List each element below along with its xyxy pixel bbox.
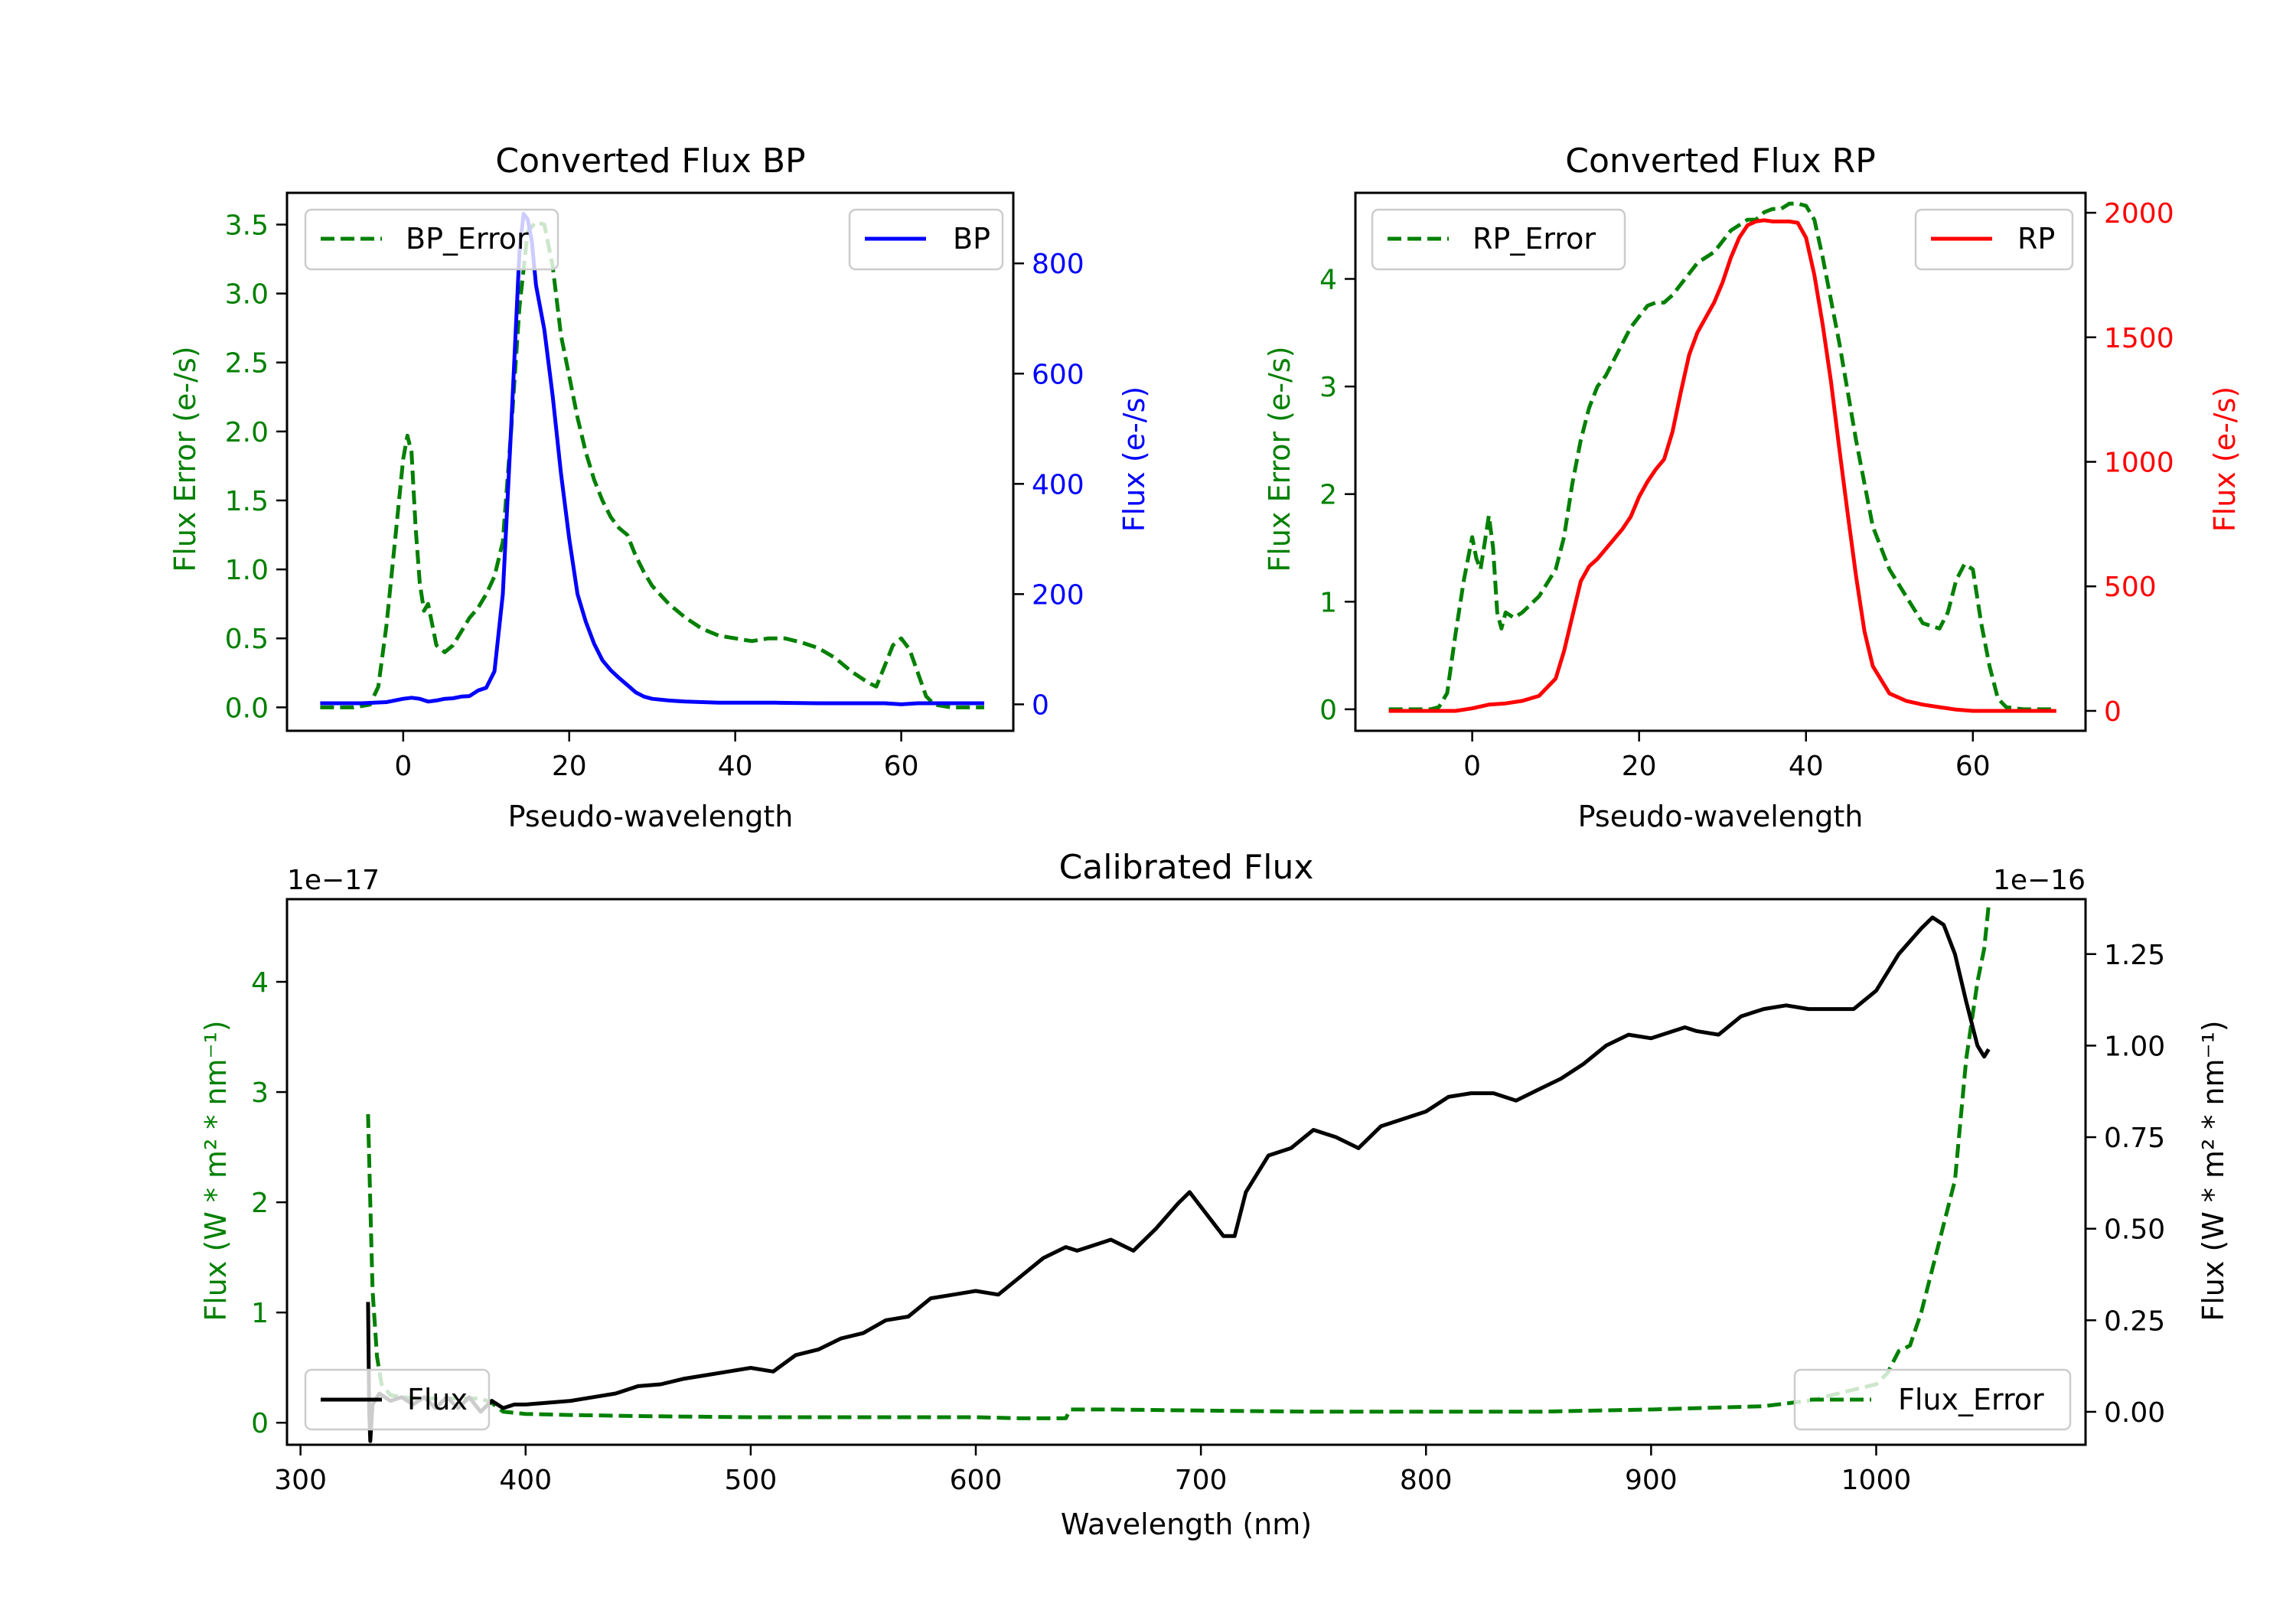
bp-legend-flux-label: BP xyxy=(953,222,990,256)
y-left-tick-label: 3.5 xyxy=(225,210,269,241)
y-right-tick-label: 0.00 xyxy=(2104,1397,2165,1429)
y-left-tick-label: 2.5 xyxy=(225,348,269,380)
bp-title: Converted Flux BP xyxy=(495,142,805,181)
rp-legend-flux-label: RP xyxy=(2017,222,2055,256)
y-left-tick-label: 3 xyxy=(251,1077,269,1109)
bp-series-bp-error xyxy=(320,220,984,709)
rp-series-rp-error xyxy=(1388,201,2056,712)
x-tick-label: 60 xyxy=(884,751,919,782)
bp-lines xyxy=(320,211,984,709)
calibrated-ylabel-right: Flux (W * m² * nm⁻¹) xyxy=(2197,1020,2230,1321)
x-tick-label: 500 xyxy=(725,1465,778,1496)
x-tick-label: 400 xyxy=(499,1465,552,1496)
y-left-tick-label: 4 xyxy=(1319,264,1337,295)
rp-series-rp xyxy=(1388,218,2056,713)
rp-axes-frame xyxy=(1354,191,2087,732)
x-tick-label: 20 xyxy=(552,751,587,782)
calibrated-axes-frame xyxy=(285,898,2087,1446)
x-tick-label: 40 xyxy=(1789,751,1824,782)
calibrated-ylabel-left: Flux (W * m² * nm⁻¹) xyxy=(199,1020,233,1321)
x-tick-label: 1000 xyxy=(1841,1465,1912,1496)
calibrated-offset-left: 1e−17 xyxy=(287,865,380,896)
calibrated-legend-flux-box xyxy=(304,1368,491,1431)
rp-legend-error-box xyxy=(1371,208,1626,271)
y-right-tick-label: 800 xyxy=(1032,249,1084,280)
x-tick-label: 60 xyxy=(1955,751,1991,782)
calibrated-legend-flux-label: Flux xyxy=(407,1383,468,1416)
calibrated-legend-error-label: Flux_Error xyxy=(1898,1383,2044,1416)
y-left-tick-label: 0.0 xyxy=(225,693,269,724)
bp-ticks: 0 20 40 60 0.0 0.5 1.0 1.5 2.0 2.5 3.0 3.5 0 200 400 60… xyxy=(225,210,1084,782)
y-right-tick-label: 400 xyxy=(1032,469,1084,500)
y-left-tick-label: 1.0 xyxy=(225,555,269,586)
x-tick-label: 40 xyxy=(718,751,753,782)
calibrated-ticks: 300 400 500 600 700 800 900 1000 0 1 2 3 4 0.00 0.25 0.… xyxy=(251,940,2165,1496)
bp-axes-frame xyxy=(285,191,1015,732)
x-tick-label: 900 xyxy=(1625,1465,1678,1496)
y-right-tick-label: 1000 xyxy=(2104,448,2174,479)
y-left-tick-label: 3 xyxy=(1319,372,1337,403)
y-left-tick-label: 4 xyxy=(251,967,269,999)
y-right-tick-label: 0 xyxy=(1032,689,1049,721)
rp-ylabel-right: Flux (e-/s) xyxy=(2208,386,2242,532)
y-right-tick-label: 1.00 xyxy=(2104,1031,2165,1062)
rp-lines xyxy=(1388,201,2056,713)
x-tick-label: 20 xyxy=(1622,751,1657,782)
bp-ylabel-right: Flux (e-/s) xyxy=(1117,386,1151,532)
bp-xlabel: Pseudo-wavelength xyxy=(508,800,794,833)
y-right-tick-label: 2000 xyxy=(2104,198,2174,230)
bp-legend-flux: BP xyxy=(848,208,1004,271)
bp-legend-error: BP_Error xyxy=(304,208,559,271)
bp-legend-error-label: BP_Error xyxy=(406,222,529,256)
y-right-tick-label: 0.75 xyxy=(2104,1123,2165,1154)
rp-legend-flux: RP xyxy=(1914,208,2074,271)
y-left-tick-label: 0.5 xyxy=(225,624,269,655)
x-tick-label: 300 xyxy=(274,1465,327,1496)
bp-ylabel-left: Flux Error (e-/s) xyxy=(168,346,202,572)
calibrated-legend-error: Flux_Error xyxy=(1793,1368,2072,1431)
x-tick-label: 700 xyxy=(1175,1465,1228,1496)
y-right-tick-label: 0.50 xyxy=(2104,1214,2165,1246)
rp-legend-error: RP_Error xyxy=(1371,208,1626,271)
x-tick-label: 0 xyxy=(1463,751,1481,782)
rp-ylabel-left: Flux Error (e-/s) xyxy=(1263,346,1296,572)
y-left-tick-label: 2.0 xyxy=(225,417,269,448)
rp-panel: Converted Flux RP 0 20 40 60012340500100015… xyxy=(1263,142,2242,833)
y-left-tick-label: 2 xyxy=(1319,480,1337,511)
x-tick-label: 600 xyxy=(950,1465,1003,1496)
y-right-tick-label: 0.25 xyxy=(2104,1305,2165,1337)
bp-legend-error-box xyxy=(304,208,559,271)
y-right-tick-label: 1.25 xyxy=(2104,940,2165,971)
y-left-tick-label: 3.0 xyxy=(225,279,269,311)
rp-xlabel: Pseudo-wavelength xyxy=(1578,800,1864,833)
calibrated-xlabel: Wavelength (nm) xyxy=(1061,1508,1312,1541)
y-left-tick-label: 0 xyxy=(251,1408,269,1439)
y-right-tick-label: 600 xyxy=(1032,359,1084,390)
calibrated-legend-error-box xyxy=(1793,1368,2072,1431)
y-right-tick-label: 1500 xyxy=(2104,323,2174,354)
calibrated-offset-right: 1e−16 xyxy=(1993,865,2086,896)
calibrated-series-flux xyxy=(366,915,1991,1443)
y-left-tick-label: 2 xyxy=(251,1188,269,1219)
y-left-tick-label: 1 xyxy=(1319,587,1337,618)
x-tick-label: 0 xyxy=(394,751,412,782)
y-left-tick-label: 1 xyxy=(251,1298,269,1329)
y-left-tick-label: 0 xyxy=(1319,695,1337,726)
calibrated-legend-flux: Flux xyxy=(304,1368,491,1431)
y-right-tick-label: 0 xyxy=(2104,696,2122,728)
y-right-tick-label: 500 xyxy=(2104,572,2157,603)
bp-panel: Converted Flux BP 0 20 40 60 0.0 0.5 1.0 1.5 2.0… xyxy=(168,142,1151,833)
x-tick-label: 800 xyxy=(1400,1465,1453,1496)
y-left-tick-label: 1.5 xyxy=(225,486,269,517)
rp-legend-error-label: RP_Error xyxy=(1473,222,1596,256)
calibrated-title: Calibrated Flux xyxy=(1059,848,1314,887)
y-right-tick-label: 200 xyxy=(1032,579,1084,611)
rp-legend-flux-box xyxy=(1914,208,2074,271)
bp-series-bp xyxy=(320,211,984,706)
rp-title: Converted Flux RP xyxy=(1565,142,1876,181)
calibrated-panel: Calibrated Flux 1e−17 1e−16 300 400 500 600… xyxy=(199,848,2230,1541)
